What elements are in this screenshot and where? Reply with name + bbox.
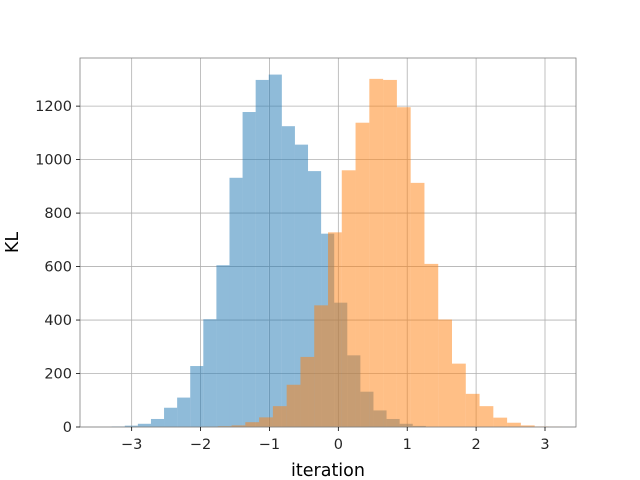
y-axis-ticks: 0 200 400 600 800 1000 1200 <box>35 99 80 436</box>
histogram-bar-series-2 <box>479 406 494 427</box>
histogram-bar-series-1 <box>150 418 165 427</box>
x-tick-label: 3 <box>540 437 549 453</box>
y-tick-label: 200 <box>44 367 72 383</box>
plot-frame <box>79 57 577 428</box>
y-tick-label: 400 <box>44 313 72 329</box>
x-tick-label: 0 <box>334 437 343 453</box>
histogram-bar-series-2 <box>383 79 397 427</box>
histogram-bar-series-2 <box>369 78 384 428</box>
histogram-bar-series-2 <box>341 170 356 427</box>
histogram-bar-series-2 <box>493 417 508 427</box>
x-tick-label: −1 <box>259 437 280 453</box>
x-tick-label: 1 <box>403 437 412 453</box>
histogram-bars <box>111 74 563 428</box>
histogram-bar-series-1 <box>242 112 256 427</box>
histogram-bar-series-1 <box>268 74 282 428</box>
histogram-bar-series-2 <box>272 406 287 427</box>
x-axis-title: iteration <box>291 461 365 480</box>
histogram-bar-series-1 <box>216 265 230 427</box>
histogram-bar-series-2 <box>452 363 466 427</box>
histogram-bar-series-2 <box>245 422 260 427</box>
y-tick-label: 600 <box>44 260 72 276</box>
histogram-bar-series-2 <box>396 107 411 427</box>
x-axis-ticks: −3 −2 −1 0 1 2 3 <box>121 427 550 453</box>
histogram-bar-series-1 <box>281 126 295 427</box>
histogram-bar-series-2 <box>231 425 246 427</box>
histogram-bar-series-1 <box>190 366 204 427</box>
y-tick-label: 800 <box>44 206 72 222</box>
histogram-bar-series-1 <box>229 177 243 427</box>
histogram-bar-series-2 <box>314 305 328 427</box>
y-tick-label: 1200 <box>35 99 72 115</box>
x-tick-label: −2 <box>190 437 211 453</box>
histogram-bar-series-2 <box>286 384 301 427</box>
histogram-bar-series-2 <box>300 356 315 427</box>
histogram-bar-series-2 <box>507 422 521 427</box>
histogram-bar-series-1 <box>255 79 269 427</box>
histogram-bar-series-1 <box>164 407 178 427</box>
histogram-bar-series-2 <box>259 417 273 427</box>
x-tick-label: 2 <box>471 437 480 453</box>
histogram-bar-series-2 <box>520 425 535 427</box>
histogram-bar-series-1 <box>203 319 217 427</box>
histogram-bar-series-2 <box>217 426 232 427</box>
y-axis-title: KL <box>3 232 23 253</box>
histogram-bar-series-2 <box>410 182 425 427</box>
histogram-bar-series-2 <box>328 232 342 427</box>
histogram-bar-series-2 <box>438 319 452 427</box>
histogram-bar-series-1 <box>137 423 151 427</box>
histogram-bar-series-1 <box>294 144 309 428</box>
histogram-bar-series-1 <box>177 397 191 427</box>
histogram-bar-series-2 <box>465 393 480 427</box>
histogram-bar-series-1 <box>124 425 138 427</box>
y-tick-label: 0 <box>63 420 72 436</box>
y-tick-label: 1000 <box>35 153 72 169</box>
histogram-bar-series-2 <box>424 263 439 427</box>
x-tick-label: −3 <box>121 437 142 453</box>
histogram-bar-series-2 <box>355 122 370 428</box>
